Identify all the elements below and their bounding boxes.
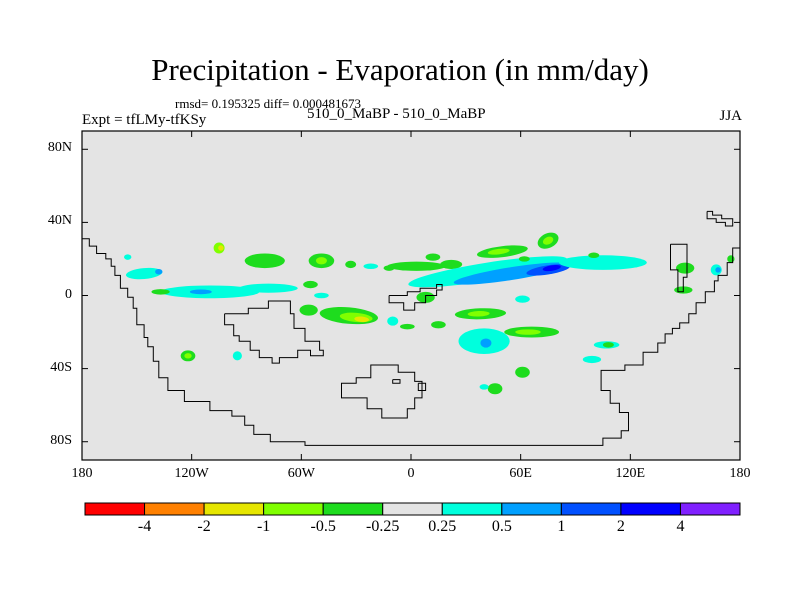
colorbar-label: 0.5 — [491, 518, 512, 535]
colorbar-label: 4 — [676, 518, 685, 535]
colorbar-label: 2 — [616, 518, 625, 535]
colorbar-swatch — [501, 502, 562, 516]
anomaly-region — [244, 253, 285, 269]
x-tick-label: 120E — [615, 466, 646, 481]
axis-ticks — [81, 131, 741, 460]
anomaly-region — [314, 292, 329, 299]
anomaly-region — [387, 261, 446, 271]
anomaly-region — [515, 329, 541, 335]
x-tick-label: 120W — [174, 466, 209, 481]
colorbar-swatch — [84, 502, 146, 516]
stats-label: rmsd= 0.195325 diff= 0.000481673 — [175, 96, 361, 111]
colorbar-label: 0.25 — [428, 518, 457, 535]
coastline — [706, 210, 734, 227]
chart-title: Precipitation - Evaporation (in mm/day) — [151, 52, 649, 87]
colorbar-swatch — [322, 502, 384, 516]
anomaly-region — [218, 245, 224, 251]
colorbar-label: -0.5 — [310, 518, 336, 535]
colorbar-label: -1 — [256, 518, 271, 535]
coastline — [224, 300, 324, 364]
y-tick-label: 0 — [65, 286, 72, 302]
anomaly-region — [124, 254, 132, 260]
anomaly-region — [487, 383, 503, 395]
anomaly-region — [542, 265, 561, 272]
colorbar-label: -0.25 — [366, 518, 400, 535]
anomaly-region — [480, 338, 492, 348]
colorbar-swatch — [560, 502, 622, 516]
anomaly-region — [315, 257, 327, 265]
anomaly-region — [232, 351, 242, 361]
colorbar-swatch — [203, 502, 265, 516]
coastline — [417, 382, 427, 391]
anomaly-region — [602, 342, 614, 348]
anomaly-region — [479, 384, 489, 390]
anomaly-region — [345, 260, 357, 269]
anomaly-region — [542, 236, 554, 245]
anomaly-region — [363, 263, 379, 269]
anomaly-region — [559, 255, 647, 270]
anomaly-region — [387, 316, 399, 326]
anomaly-region — [467, 311, 490, 317]
colorbar-swatch — [263, 502, 324, 516]
anomaly-region — [676, 262, 695, 274]
x-tick-label: 60W — [287, 466, 315, 481]
colorbar-label: 1 — [557, 518, 566, 535]
x-tick-label: 180 — [71, 466, 93, 481]
coastline — [82, 238, 740, 446]
anomaly-region — [155, 268, 163, 275]
anomaly-region — [184, 353, 192, 359]
colorbar-swatch — [382, 502, 443, 516]
anomaly-region — [515, 295, 530, 303]
anomaly-region — [151, 289, 170, 295]
anomaly-region — [518, 256, 530, 262]
difference-label: 510_0_MaBP - 510_0_MaBP — [307, 106, 486, 122]
anomaly-region — [727, 255, 735, 263]
anomaly-region — [715, 267, 721, 273]
anomaly-regions — [124, 232, 735, 395]
anomaly-region — [125, 267, 163, 280]
y-tick-label: 80N — [47, 140, 72, 156]
anomaly-region — [303, 280, 318, 289]
colorbar-swatch — [441, 502, 503, 516]
coastline — [670, 243, 688, 293]
colorbar-swatch — [144, 502, 205, 516]
y-tick-label: 40N — [47, 213, 72, 229]
y-tick-label: 80S — [50, 432, 72, 448]
anomaly-region — [354, 316, 369, 323]
coastline-group — [82, 210, 740, 446]
anomaly-region — [515, 366, 530, 378]
anomaly-region — [440, 259, 463, 269]
coastline — [388, 284, 443, 311]
anomaly-region — [431, 321, 446, 329]
experiment-label: Expt = tfLMy-tfKSy — [82, 112, 207, 128]
anomaly-region — [582, 355, 602, 364]
anomaly-region — [189, 289, 212, 295]
anomaly-region — [400, 323, 415, 330]
colorbar-swatch — [620, 502, 681, 516]
colorbar-swatch — [679, 502, 741, 516]
x-tick-label: 60E — [509, 466, 532, 481]
colorbar-label: -4 — [137, 518, 152, 535]
anomaly-region — [299, 304, 318, 316]
anomaly-region — [588, 252, 600, 259]
anomaly-region — [487, 248, 510, 255]
colorbar — [84, 502, 741, 516]
y-tick-label: 40S — [50, 359, 72, 375]
coastline — [341, 364, 423, 419]
anomaly-region — [239, 283, 298, 293]
anomaly-region — [425, 253, 441, 261]
x-tick-label: 180 — [729, 466, 751, 481]
x-tick-label: 0 — [407, 466, 415, 481]
season-label: JJA — [719, 108, 742, 124]
colorbar-label: -2 — [197, 518, 211, 535]
coastline — [392, 379, 401, 384]
